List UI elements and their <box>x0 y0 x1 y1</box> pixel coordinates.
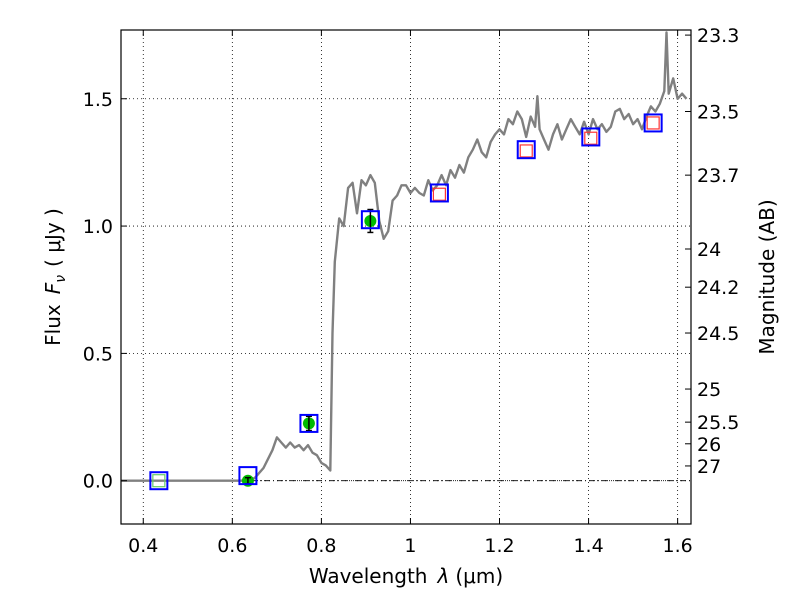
x-tick-label: 1.4 <box>573 535 603 557</box>
y-tick-label: 1.5 <box>83 89 113 111</box>
x-tick-label: 1 <box>404 535 416 557</box>
plot-frame <box>120 29 692 525</box>
x-tick-label: 1.6 <box>663 535 693 557</box>
observed-limit-point <box>152 474 166 488</box>
observed-limit-point <box>432 187 446 201</box>
magnitude-tick-label: 27 <box>697 456 721 478</box>
magnitude-tick-label: 23.5 <box>697 101 739 123</box>
model-flux-point <box>149 471 169 491</box>
magnitude-tick-label: 26 <box>697 434 721 456</box>
model-flux-point <box>643 113 663 133</box>
y-tick-label: 0.0 <box>83 471 113 493</box>
y-tick-label: 0.5 <box>83 343 113 365</box>
x-axis: 0.4 0.6 0.8 1 1.2 1.4 1.6 <box>128 30 693 557</box>
magnitude-tick-label: 24.2 <box>697 277 739 299</box>
magnitude-tick-label: 25.5 <box>697 412 739 434</box>
model-flux-point <box>299 413 319 433</box>
grid <box>121 30 691 524</box>
observed-limit-point <box>519 144 533 158</box>
x-tick-label: 1.2 <box>484 535 514 557</box>
x-tick-label: 0.6 <box>217 535 247 557</box>
magnitude-tick-label: 23.7 <box>697 165 739 187</box>
model-flux-point <box>429 183 449 203</box>
y2-axis-title: Magnitude (AB) <box>755 199 779 354</box>
magnitude-tick-label: 24.5 <box>697 323 739 345</box>
model-flux-point <box>581 127 601 147</box>
spectrum-line <box>121 31 688 482</box>
x-axis-title: Wavelength λ (μm) <box>309 564 503 588</box>
y-axis: 0.0 0.5 1.0 1.5 <box>83 89 127 493</box>
observed-limit-point <box>646 116 660 130</box>
observed-limit-point <box>584 131 598 145</box>
magnitude-tick-label: 24 <box>697 239 721 261</box>
y-tick-label: 1.0 <box>83 216 113 238</box>
x-tick-label: 0.4 <box>128 535 158 557</box>
model-flux-point <box>360 210 380 230</box>
plot-area <box>121 30 691 524</box>
y-axis-title: FluxFν( μJy ) <box>41 208 69 346</box>
magnitude-tick-label: 23.3 <box>697 25 739 47</box>
model-flux-point <box>238 466 258 486</box>
x-tick-label: 0.8 <box>306 535 336 557</box>
model-spectrum-series <box>121 31 688 482</box>
photometry-points <box>149 113 663 491</box>
magnitude-tick-label: 25 <box>697 379 721 401</box>
model-flux-point <box>516 140 536 160</box>
